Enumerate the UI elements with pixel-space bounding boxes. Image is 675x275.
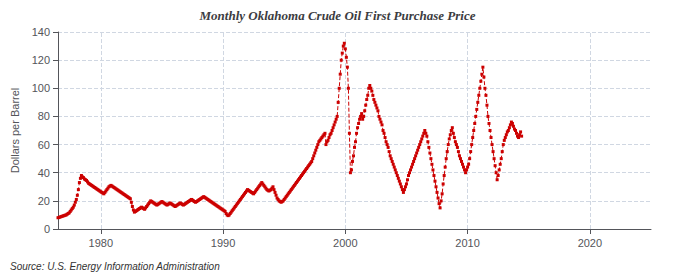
svg-text:40: 40	[38, 167, 50, 179]
svg-text:0: 0	[44, 223, 50, 235]
svg-text:2020: 2020	[578, 237, 602, 249]
svg-text:20: 20	[38, 195, 50, 207]
svg-text:1990: 1990	[211, 237, 235, 249]
svg-text:2010: 2010	[455, 237, 479, 249]
svg-text:100: 100	[32, 82, 50, 94]
svg-text:120: 120	[32, 54, 50, 66]
svg-text:80: 80	[38, 110, 50, 122]
svg-text:Dollars per Barrel: Dollars per Barrel	[9, 88, 21, 174]
svg-text:Monthly Oklahoma Crude Oil Fir: Monthly Oklahoma Crude Oil First Purchas…	[199, 8, 476, 23]
svg-text:Source: U.S. Energy Informatio: Source: U.S. Energy Information Administ…	[10, 261, 220, 272]
svg-text:140: 140	[32, 26, 50, 38]
svg-text:60: 60	[38, 139, 50, 151]
svg-text:1980: 1980	[89, 237, 113, 249]
svg-text:2000: 2000	[333, 237, 357, 249]
